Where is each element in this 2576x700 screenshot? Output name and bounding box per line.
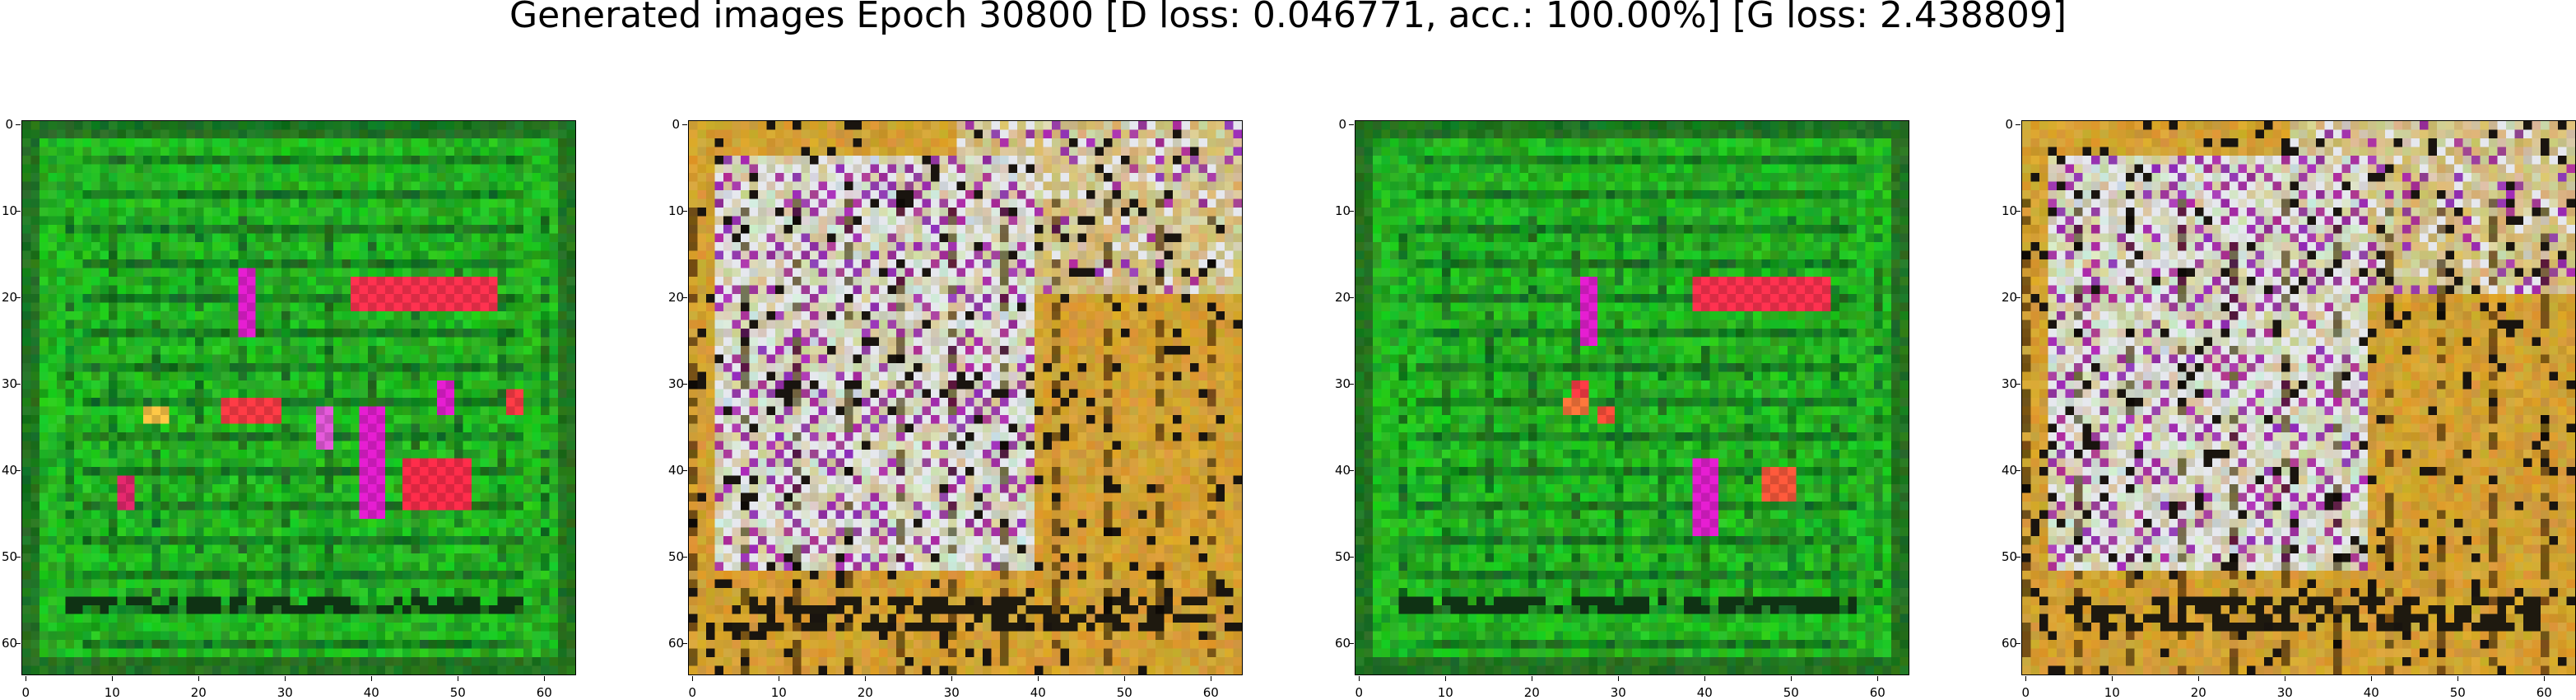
x-tick-label: 10 — [2095, 676, 2128, 700]
x-tick-label: 50 — [1108, 676, 1141, 700]
x-tick-label: 30 — [935, 676, 968, 700]
y-tick-label: 0 — [1335, 117, 1354, 132]
y-tick-label: 40 — [668, 463, 687, 478]
y-tick-label: 60 — [668, 636, 687, 651]
x-tick-label: 60 — [1861, 676, 1894, 700]
x-tick-label: 10 — [95, 676, 128, 700]
y-tick-label: 60 — [2, 636, 21, 651]
generated-image-2 — [689, 121, 1242, 674]
image-panel-4: 0 10 20 30 40 50 60 0 10 20 30 40 50 60 — [2002, 117, 2576, 700]
y-tick-label: 0 — [2002, 117, 2020, 132]
y-tick-label: 50 — [2, 549, 21, 565]
y-tick-label: 20 — [2, 290, 21, 306]
y-tick-label: 60 — [2002, 636, 2020, 651]
image-panel-3: 0 10 20 30 40 50 60 0 10 20 30 40 50 60 — [1335, 117, 1909, 700]
y-tick-label: 10 — [1335, 203, 1354, 219]
y-tick-label: 40 — [2, 463, 21, 478]
image-panel-1: 0 10 20 30 40 50 60 0 10 20 30 40 50 60 — [2, 117, 576, 700]
x-tick-label: 10 — [1429, 676, 1462, 700]
x-tick-label: 20 — [2182, 676, 2215, 700]
y-tick-label: 40 — [2002, 463, 2020, 478]
x-tick-label: 40 — [355, 676, 388, 700]
y-tick-label: 0 — [2, 117, 21, 132]
y-tick-label: 0 — [668, 117, 687, 132]
x-tick-label: 0 — [1342, 676, 1375, 700]
y-tick-label: 50 — [668, 549, 687, 565]
x-tick-label: 0 — [2009, 676, 2042, 700]
y-tick-label: 50 — [2002, 549, 2020, 565]
x-tick-label: 60 — [2527, 676, 2560, 700]
generated-image-1 — [22, 121, 575, 674]
y-tick-label: 50 — [1335, 549, 1354, 565]
generated-image-4 — [2022, 121, 2575, 674]
y-tick-label: 40 — [1335, 463, 1354, 478]
y-tick-label: 20 — [2002, 290, 2020, 306]
y-tick-label: 20 — [668, 290, 687, 306]
x-tick-label: 40 — [2355, 676, 2388, 700]
x-tick-label: 30 — [1602, 676, 1634, 700]
x-tick-label: 50 — [1774, 676, 1807, 700]
x-tick-label: 30 — [268, 676, 301, 700]
y-tick-label: 30 — [668, 376, 687, 392]
x-tick-label: 20 — [182, 676, 215, 700]
y-tick-label: 10 — [2, 203, 21, 219]
y-tick-label: 30 — [1335, 376, 1354, 392]
y-tick-label: 30 — [2, 376, 21, 392]
y-tick-label: 10 — [2002, 203, 2020, 219]
image-axes-3 — [1355, 120, 1909, 675]
generated-image-3 — [1355, 121, 1909, 674]
x-tick-label: 10 — [762, 676, 795, 700]
x-tick-label: 0 — [676, 676, 709, 700]
y-tick-label: 60 — [1335, 636, 1354, 651]
x-tick-label: 60 — [1194, 676, 1227, 700]
x-tick-label: 50 — [2441, 676, 2474, 700]
image-axes-1 — [21, 120, 576, 675]
x-tick-label: 50 — [441, 676, 474, 700]
y-tick-label: 30 — [2002, 376, 2020, 392]
x-tick-label: 0 — [9, 676, 42, 700]
x-tick-label: 20 — [849, 676, 881, 700]
figure-title: Generated images Epoch 30800 [D loss: 0.… — [509, 0, 2067, 36]
image-axes-4 — [2021, 120, 2576, 675]
y-tick-label: 10 — [668, 203, 687, 219]
image-panel-2: 0 10 20 30 40 50 60 0 10 20 30 40 50 60 — [668, 117, 1243, 700]
x-tick-label: 60 — [528, 676, 560, 700]
x-tick-label: 30 — [2268, 676, 2301, 700]
x-tick-label: 20 — [1515, 676, 1548, 700]
image-axes-2 — [688, 120, 1243, 675]
x-tick-label: 40 — [1688, 676, 1721, 700]
y-tick-label: 20 — [1335, 290, 1354, 306]
x-tick-label: 40 — [1021, 676, 1054, 700]
